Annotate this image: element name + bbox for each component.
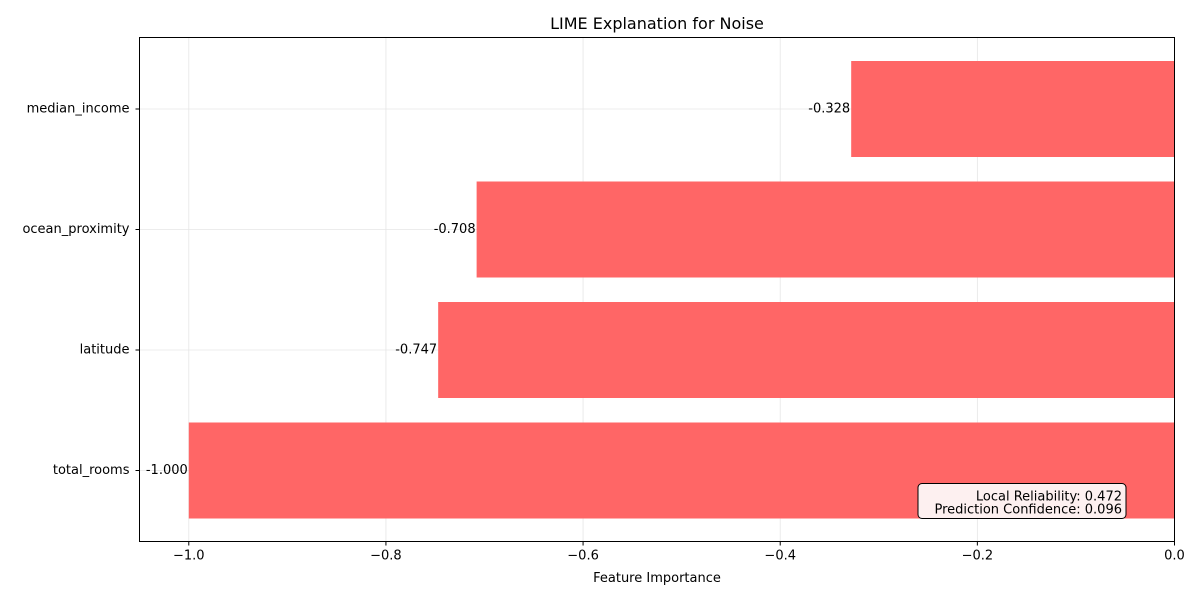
y-tick-label: median_income xyxy=(27,102,130,117)
x-tick-label: −0.6 xyxy=(567,549,599,564)
bar xyxy=(851,61,1175,157)
x-tick-label: −0.4 xyxy=(764,549,796,564)
stats-line-reliability: Local Reliability: 0.472 xyxy=(976,490,1122,505)
bar-value-label: -1.000 xyxy=(146,463,188,478)
y-tick-label: latitude xyxy=(80,343,130,358)
x-tick-label: −0.8 xyxy=(370,549,402,564)
stats-line-confidence: Prediction Confidence: 0.096 xyxy=(934,503,1122,518)
bar-value-label: -0.708 xyxy=(434,222,476,237)
bar-layer: -0.328 -0.708 -0.747 -1.000 xyxy=(146,61,1175,519)
y-tick-label: total_rooms xyxy=(53,463,130,478)
bar xyxy=(476,181,1175,278)
y-tick-label: ocean_proximity xyxy=(22,222,129,237)
chart-title: LIME Explanation for Noise xyxy=(550,14,764,33)
x-tick-label: 0.0 xyxy=(1164,549,1185,564)
x-axis-label: Feature Importance xyxy=(593,571,721,586)
bar xyxy=(438,302,1175,398)
axis-layer: −1.0 −0.8 −0.6 −0.4 −0.2 0.0 median_incomeocea… xyxy=(22,102,1184,564)
plot-frame xyxy=(139,37,1175,542)
bar-value-label: -0.747 xyxy=(395,343,437,358)
x-tick-label: −1.0 xyxy=(173,549,205,564)
x-tick-label: −0.2 xyxy=(962,549,994,564)
bar-value-label: -0.328 xyxy=(808,102,850,117)
stats-annotation: Local Reliability: 0.472 Prediction Conf… xyxy=(917,483,1127,519)
stats-box xyxy=(917,483,1127,519)
